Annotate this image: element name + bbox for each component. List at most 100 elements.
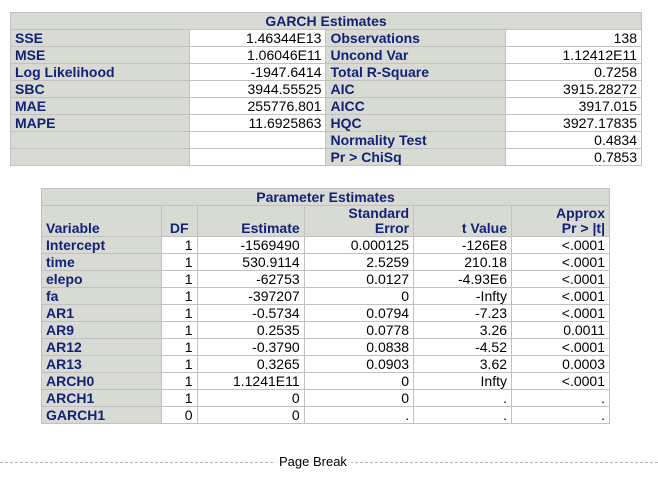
- param-row: GARCH1 0 0...: [41, 406, 610, 424]
- garch-stat-label: Observations: [325, 29, 506, 47]
- param-variable: AR1: [41, 304, 162, 322]
- col-header-standard-error-line1: Standard: [348, 205, 410, 221]
- param-estimate: 530.9114: [196, 253, 305, 271]
- garch-stat-value: 255776.801: [189, 97, 327, 115]
- params-table-title: Parameter Estimates: [41, 188, 610, 206]
- col-header-approx-line2: Pr > |t|: [561, 220, 605, 236]
- param-df: 1: [160, 253, 198, 271]
- col-header-approx-p: Approx Pr > |t|: [511, 205, 610, 237]
- garch-stat-value: 0.7853: [504, 148, 643, 166]
- param-estimate: -0.3790: [196, 338, 305, 356]
- param-df: 1: [160, 304, 198, 322]
- col-header-approx-line1: Approx: [556, 205, 605, 221]
- garch-row: SBC 3944.55525 AIC 3915.28272: [9, 80, 643, 98]
- param-df: 1: [160, 338, 198, 356]
- param-estimate: 0.3265: [196, 355, 305, 373]
- param-p-value: .: [511, 406, 610, 424]
- param-row: AR9 1 0.2535 0.0778 3.26 0.0011: [41, 321, 610, 339]
- param-p-value: <.0001: [511, 270, 610, 288]
- garch-stat-value: 1.12412E11: [504, 46, 643, 64]
- param-t-value: 210.18: [413, 253, 513, 271]
- garch-stat-label: Log Likelihood: [9, 63, 191, 81]
- garch-stat-value: 3917.015: [504, 97, 643, 115]
- param-row: AR12 1 -0.3790 0.0838 -4.52 <.0001: [41, 338, 610, 356]
- page-break-label: Page Break: [275, 454, 351, 469]
- garch-estimates-table: GARCH Estimates SSE 1.46344E13 Observation…: [9, 12, 643, 166]
- garch-stat-label: AIC: [325, 80, 506, 98]
- param-df: 1: [160, 355, 198, 373]
- garch-stat-label: Total R-Square: [325, 63, 506, 81]
- garch-stat-value: 1.06046E11: [189, 46, 327, 64]
- param-estimate: -62753: [196, 270, 305, 288]
- param-row: AR13 1 0.3265 0.0903 3.62 0.0003: [41, 355, 610, 373]
- param-standard-error: 0.0794: [303, 304, 415, 322]
- garch-stat-value: -1947.6414: [189, 63, 327, 81]
- param-row: ARCH0 1 1.1241E11 0 Infty <.0001: [41, 372, 610, 390]
- param-variable: ARCH1: [41, 389, 162, 407]
- garch-row: MAE 255776.801 AICC 3917.015: [9, 97, 643, 115]
- param-estimate: 1.1241E11: [196, 372, 305, 390]
- param-df: 1: [160, 270, 198, 288]
- param-df: 1: [160, 287, 198, 305]
- garch-row: MSE 1.06046E11 Uncond Var 1.12412E11: [9, 46, 643, 64]
- param-variable: time: [41, 253, 162, 271]
- garch-stat-label: [9, 148, 191, 166]
- param-standard-error: 0.0778: [303, 321, 415, 339]
- garch-stat-value: [189, 131, 327, 149]
- param-p-value: .: [511, 389, 610, 407]
- param-t-value: -Infty: [413, 287, 513, 305]
- garch-stat-label: MAE: [9, 97, 191, 115]
- param-t-value: -7.23: [413, 304, 513, 322]
- garch-row: Pr > ChiSq 0.7853: [9, 148, 643, 166]
- garch-row: Log Likelihood -1947.6414 Total R-Square 0.…: [9, 63, 643, 81]
- param-row: ARCH1 1 0 0..: [41, 389, 610, 407]
- garch-row: Normality Test 0.4834: [9, 131, 643, 149]
- param-p-value: <.0001: [511, 372, 610, 390]
- param-p-value: <.0001: [511, 236, 610, 254]
- param-estimate: 0.2535: [196, 321, 305, 339]
- param-row: time 1 530.9114 2.5259 210.18 <.0001: [41, 253, 610, 271]
- col-header-standard-error-line2: Error: [374, 220, 410, 236]
- param-variable: elepo: [41, 270, 162, 288]
- garch-stat-label: MSE: [9, 46, 191, 64]
- col-header-standard-error: Standard Error: [303, 205, 415, 237]
- param-standard-error: 0: [303, 287, 415, 305]
- garch-stat-value: 11.6925863: [189, 114, 327, 132]
- col-header-estimate: Estimate: [196, 205, 305, 237]
- param-df: 1: [160, 236, 198, 254]
- param-t-value: .: [413, 406, 513, 424]
- garch-stat-value: 0.4834: [504, 131, 643, 149]
- param-t-value: -4.52: [413, 338, 513, 356]
- garch-stat-label: Normality Test: [325, 131, 506, 149]
- garch-stat-value: 3915.28272: [504, 80, 643, 98]
- param-estimate: -0.5734: [196, 304, 305, 322]
- garch-stat-value: [189, 148, 327, 166]
- param-df: 1: [160, 372, 198, 390]
- param-variable: AR12: [41, 338, 162, 356]
- garch-stat-label: Uncond Var: [325, 46, 506, 64]
- param-p-value: <.0001: [511, 287, 610, 305]
- param-p-value: <.0001: [511, 253, 610, 271]
- garch-stat-value: 3927.17835: [504, 114, 643, 132]
- param-t-value: -4.93E6: [413, 270, 513, 288]
- param-variable: AR9: [41, 321, 162, 339]
- garch-stat-label: [9, 131, 191, 149]
- param-p-value: <.0001: [511, 338, 610, 356]
- param-df: 1: [160, 321, 198, 339]
- garch-stat-label: SSE: [9, 29, 191, 47]
- garch-stat-label: Pr > ChiSq: [325, 148, 506, 166]
- param-p-value: 0.0003: [511, 355, 610, 373]
- param-standard-error: 0: [303, 389, 415, 407]
- param-t-value: -126E8: [413, 236, 513, 254]
- param-t-value: .: [413, 389, 513, 407]
- param-t-value: 3.26: [413, 321, 513, 339]
- col-header-t-value: t Value: [413, 205, 513, 237]
- garch-stat-label: HQC: [325, 114, 506, 132]
- param-estimate: -1569490: [196, 236, 305, 254]
- param-standard-error: .: [303, 406, 415, 424]
- garch-row: MAPE 11.6925863 HQC 3927.17835: [9, 114, 643, 132]
- param-row: fa 1 -397207 0 -Infty <.0001: [41, 287, 610, 305]
- garch-stat-value: 3944.55525: [189, 80, 327, 98]
- param-standard-error: 0.000125: [303, 236, 415, 254]
- param-row: elepo 1 -62753 0.0127 -4.93E6 <.0001: [41, 270, 610, 288]
